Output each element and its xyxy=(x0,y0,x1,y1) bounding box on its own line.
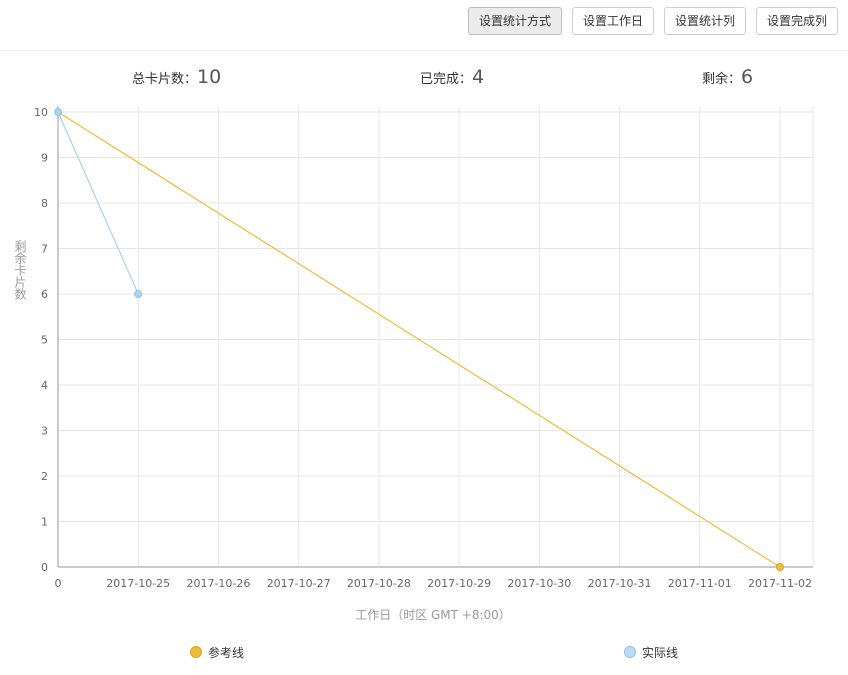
remaining-label: 剩余： xyxy=(702,72,742,87)
y-tick-label: 4 xyxy=(41,379,48,392)
y-tick-label: 9 xyxy=(41,152,48,165)
total-cards-stat: 总卡片数：10 xyxy=(132,64,221,93)
y-axis-title: 剩余卡片数 xyxy=(13,240,27,301)
grid-lines xyxy=(58,106,814,567)
completed-value: 4 xyxy=(472,66,485,88)
set-workday-button[interactable]: 设置工作日 xyxy=(572,7,654,35)
axes xyxy=(57,106,813,568)
y-tick-label: 0 xyxy=(41,561,48,574)
x-axis-title: 工作日（时区 GMT +8:00） xyxy=(355,608,511,622)
remaining-value: 6 xyxy=(741,66,754,88)
total-cards-label: 总卡片数： xyxy=(132,72,198,87)
y-tick-label: 6 xyxy=(41,288,48,301)
x-tick-label: 2017-10-25 xyxy=(106,577,170,590)
x-tick-label: 2017-11-02 xyxy=(748,577,812,590)
reference-line-swatch-icon xyxy=(190,646,202,658)
x-tick-label: 0 xyxy=(55,577,62,590)
actual-line-swatch-icon xyxy=(624,646,636,658)
total-cards-value: 10 xyxy=(197,66,222,88)
x-tick-label: 2017-10-29 xyxy=(427,577,491,590)
set-stat-columns-button[interactable]: 设置统计列 xyxy=(664,7,746,35)
x-tick-label: 2017-10-27 xyxy=(267,577,331,590)
set-done-columns-button[interactable]: 设置完成列 xyxy=(756,7,838,35)
tick-labels: 0 1 2 3 4 5 6 7 8 9 10 0 2017-10-25 2017-10-26 2017-10… xyxy=(34,106,812,590)
toolbar: 设置统计方式 设置工作日 设置统计列 设置完成列 xyxy=(0,0,848,51)
x-tick-label: 2017-10-28 xyxy=(347,577,411,590)
series-markers xyxy=(54,108,784,571)
x-tick-label: 2017-10-26 xyxy=(186,577,250,590)
completed-label: 已完成： xyxy=(420,72,473,87)
x-tick-label: 2017-10-30 xyxy=(507,577,571,590)
y-tick-label: 8 xyxy=(41,197,48,210)
y-tick-label: 3 xyxy=(41,425,48,438)
actual-point xyxy=(134,290,143,298)
y-tick-label: 7 xyxy=(41,243,48,256)
legend-item-actual[interactable]: 实际线 xyxy=(624,643,678,661)
x-tick-label: 2017-11-01 xyxy=(668,577,732,590)
y-tick-label: 5 xyxy=(41,334,48,347)
series-lines xyxy=(57,111,781,568)
y-tick-label: 2 xyxy=(41,470,48,483)
reference-point xyxy=(776,563,784,571)
legend-item-reference[interactable]: 参考线 xyxy=(190,643,244,661)
actual-series-line xyxy=(57,111,139,295)
completed-stat: 已完成：4 xyxy=(420,64,484,93)
reference-series-line xyxy=(57,111,781,568)
remaining-stat: 剩余：6 xyxy=(702,64,753,93)
y-tick-label: 1 xyxy=(41,516,48,529)
legend-label-reference: 参考线 xyxy=(208,645,245,660)
set-stat-method-button[interactable]: 设置统计方式 xyxy=(468,7,562,35)
legend-label-actual: 实际线 xyxy=(642,645,679,660)
x-tick-label: 2017-10-31 xyxy=(588,577,652,590)
y-tick-label: 10 xyxy=(34,106,48,119)
actual-point xyxy=(54,108,62,116)
